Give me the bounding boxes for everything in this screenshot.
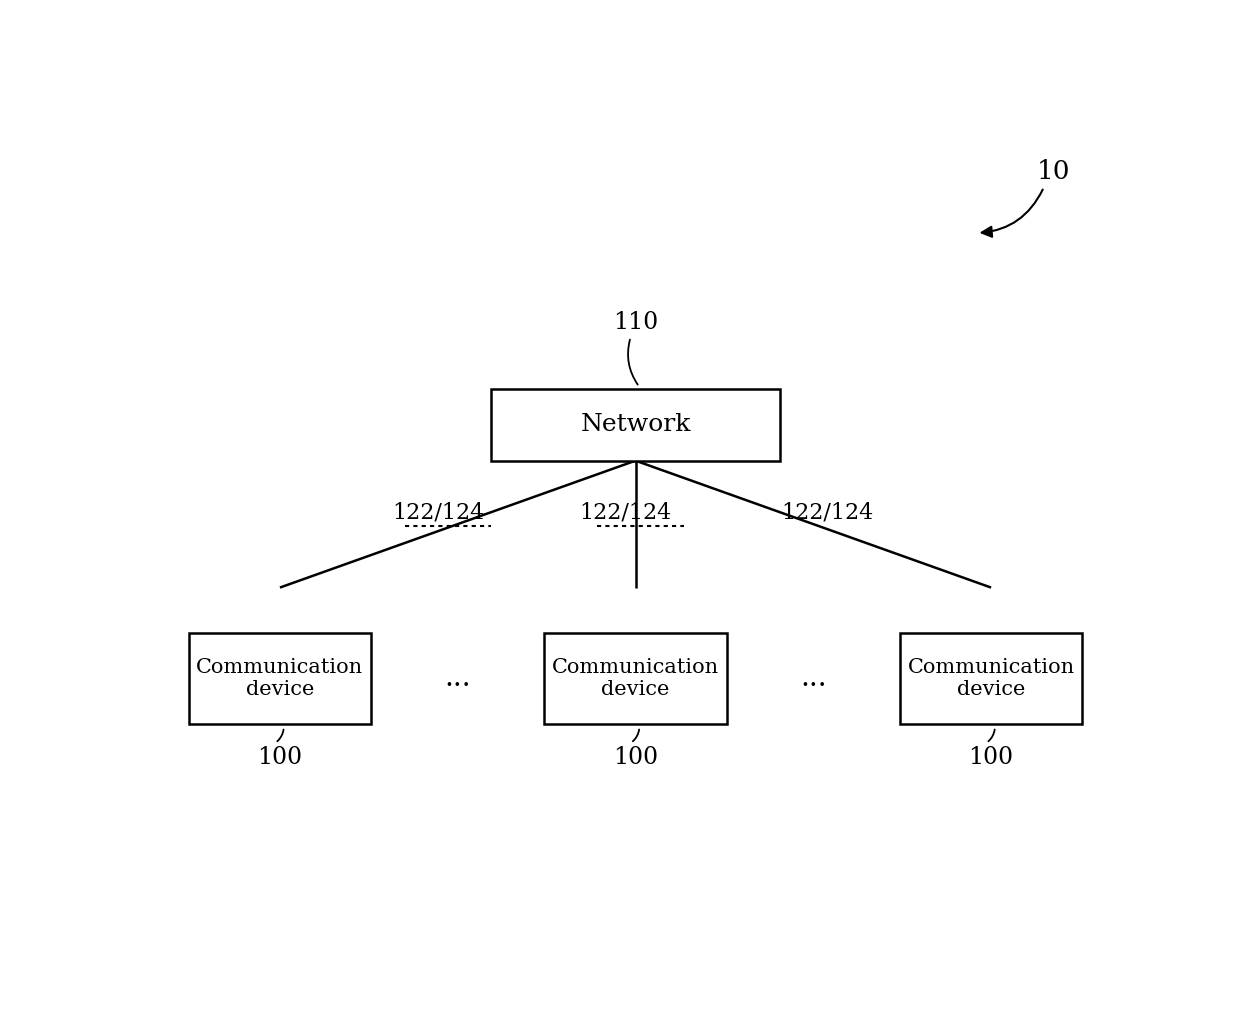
Text: 122/124: 122/124 xyxy=(781,502,874,523)
Text: Communication
device: Communication device xyxy=(552,658,719,699)
Bar xyxy=(188,633,371,724)
Text: 100: 100 xyxy=(258,746,303,769)
Text: 10: 10 xyxy=(1037,159,1070,183)
Text: ...: ... xyxy=(800,665,827,692)
Text: Communication
device: Communication device xyxy=(908,658,1075,699)
Bar xyxy=(544,633,727,724)
Text: 100: 100 xyxy=(968,746,1013,769)
Text: ...: ... xyxy=(444,665,471,692)
Text: Communication
device: Communication device xyxy=(196,658,363,699)
Text: 122/124: 122/124 xyxy=(392,502,485,523)
Bar xyxy=(491,389,780,460)
Text: Network: Network xyxy=(580,413,691,437)
Text: 100: 100 xyxy=(613,746,658,769)
Bar xyxy=(900,633,1083,724)
Text: 122/124: 122/124 xyxy=(580,502,672,523)
Text: 110: 110 xyxy=(613,311,658,334)
